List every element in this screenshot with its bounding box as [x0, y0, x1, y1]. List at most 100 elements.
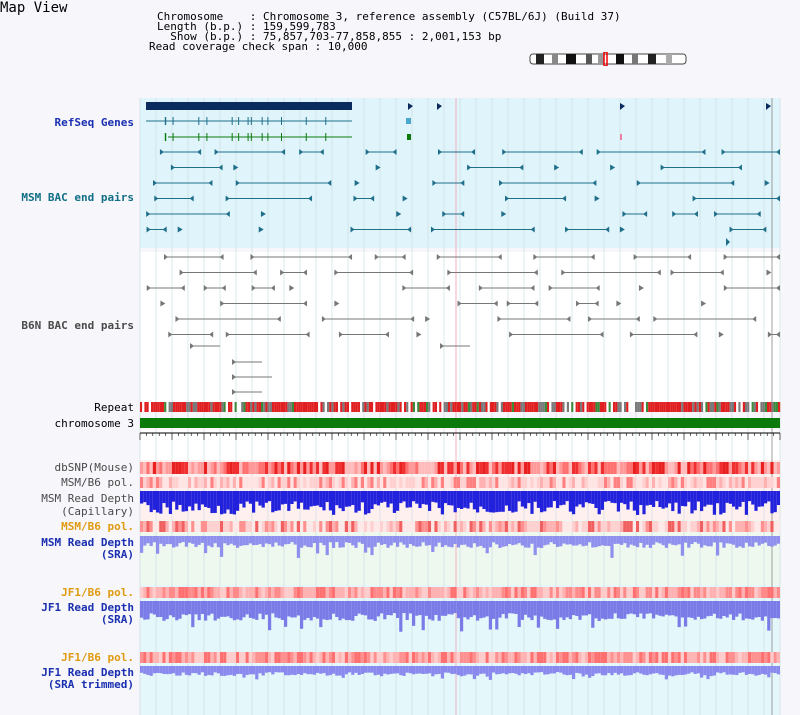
jf1-depth-sra-bar: [741, 601, 745, 621]
msm-b6-pol-cell: [524, 477, 528, 488]
msm-b6-pol-cell: [392, 477, 396, 488]
msm-b6-pol-sra-cell: [252, 521, 256, 532]
dbsnp-cell: [184, 462, 188, 474]
msm-b6-pol-sra-cell: [757, 521, 761, 532]
msm-b6-pol-sra-cell: [671, 521, 675, 532]
msm-b6-pol-sra-cell: [226, 521, 230, 532]
chromosome-ideogram[interactable]: [528, 52, 688, 66]
msm-b6-pol-sra-cell: [741, 521, 745, 532]
msm-b6-pol-cell: [284, 477, 288, 488]
dbsnp-cell: [626, 462, 630, 474]
jf1-b6-pol-trim-cell: [143, 652, 147, 663]
jf1-b6-pol-trim-cell: [328, 652, 332, 663]
jf1-b6-pol-cell: [236, 587, 240, 598]
msm-depth-capillary-bar: [674, 491, 678, 503]
msm-depth-sra-bar: [776, 536, 780, 544]
msm-depth-capillary-bar: [466, 491, 470, 509]
msm-b6-pol-sra-cell: [162, 521, 166, 532]
msm-depth-capillary-bar: [335, 491, 339, 506]
msm-b6-pol-sra-cell: [620, 521, 624, 532]
jf1-b6-pol-cell: [581, 587, 585, 598]
track-label-msm-bac[interactable]: MSM BAC end pairs: [21, 191, 134, 204]
jf1-depth-sra-bar: [597, 601, 601, 621]
refseq-gene-marker: [407, 134, 411, 140]
repeat-segment: [412, 402, 415, 412]
msm-depth-capillary-bar: [204, 491, 208, 507]
dbsnp-cell: [168, 462, 172, 474]
jf1-depth-sra-bar: [194, 601, 198, 615]
msm-b6-pol-cell: [319, 477, 323, 488]
jf1-b6-pol-trim-cell: [524, 652, 528, 663]
dbsnp-cell: [773, 462, 777, 474]
jf1-b6-pol-cell: [191, 587, 195, 598]
jf1-b6-pol-trim-cell: [354, 652, 358, 663]
jf1-b6-pol-cell: [389, 587, 393, 598]
repeat-segment: [692, 402, 695, 412]
repeat-segment: [230, 402, 233, 412]
msm-b6-pol-cell: [450, 477, 454, 488]
jf1-b6-pol-cell: [706, 587, 710, 598]
jf1-b6-pol-cell: [328, 587, 332, 598]
msm-b6-pol-cell: [306, 477, 310, 488]
repeat-segment: [674, 402, 677, 412]
dbsnp-cell: [396, 462, 400, 474]
msm-depth-capillary-bar: [757, 491, 761, 507]
msm-depth-sra-bar: [319, 536, 323, 543]
jf1-depth-trim-bar: [652, 666, 656, 674]
repeat-segment: [639, 402, 642, 412]
jf1-b6-pol-trim-cell: [549, 652, 553, 663]
msm-depth-capillary-bar: [549, 491, 553, 508]
msm-b6-pol-sra-cell: [495, 521, 499, 532]
jf1-depth-trim-bar: [344, 666, 348, 675]
jf1-b6-pol-cell: [341, 587, 345, 598]
msm-bac-pair-end: [225, 195, 230, 202]
jf1-b6-pol-trim-cell: [604, 652, 608, 663]
jf1-b6-pol-cell: [722, 587, 726, 598]
jf1-b6-pol-cell: [335, 587, 339, 598]
msm-depth-sra-bar: [450, 536, 454, 548]
dbsnp-cell: [210, 462, 214, 474]
msm-depth-sra-bar: [344, 536, 348, 543]
track-label-refseq[interactable]: RefSeq Genes: [54, 116, 134, 129]
jf1-depth-trim-bar: [172, 666, 176, 674]
jf1-b6-pol-cell: [591, 587, 595, 598]
msm-b6-pol-sra-cell: [351, 521, 355, 532]
jf1-depth-sra-bar: [767, 601, 771, 631]
msm-depth-sra-bar: [447, 536, 451, 547]
msm-depth-sra-bar: [524, 536, 528, 548]
jf1-depth-sra-bar: [757, 601, 761, 618]
repeat-segment: [276, 402, 279, 412]
msm-b6-pol-sra-cell: [508, 521, 512, 532]
jf1-b6-pol-trim-cell: [597, 652, 601, 663]
jf1-b6-pol-trim-cell: [533, 652, 537, 663]
dbsnp-cell: [364, 462, 368, 474]
msm-b6-pol-cell: [508, 477, 512, 488]
jf1-depth-trim-bar: [530, 666, 534, 676]
jf1-b6-pol-trim-cell: [236, 652, 240, 663]
msm-b6-pol-sra-cell: [373, 521, 377, 532]
repeat-segment: [514, 402, 517, 412]
msm-depth-sra-bar: [412, 536, 416, 546]
msm-depth-sra-bar: [757, 536, 761, 546]
track-label-b6n-bac[interactable]: B6N BAC end pairs: [21, 319, 134, 332]
jf1-b6-pol-cell: [271, 587, 275, 598]
jf1-b6-pol-trim-cell: [434, 652, 438, 663]
msm-b6-pol-sra-cell: [296, 521, 300, 532]
repeat-segment: [157, 402, 160, 412]
dbsnp-cell: [306, 462, 310, 474]
b6n-bac-pair-end: [599, 331, 604, 338]
msm-bac-pair-end: [218, 164, 223, 171]
jf1-b6-pol-trim-cell: [639, 652, 643, 663]
jf1-depth-sra-bar: [568, 601, 572, 620]
msm-depth-sra-bar: [520, 536, 524, 546]
msm-b6-pol-cell: [389, 477, 393, 488]
b6n-bac-pair-end: [723, 285, 728, 291]
jf1-depth-trim-bar: [418, 666, 422, 674]
jf1-b6-pol-trim-cell: [252, 652, 256, 663]
jf1-b6-pol-trim-cell: [197, 652, 201, 663]
msm-b6-pol-cell: [140, 477, 144, 488]
jf1-b6-pol-cell: [162, 587, 166, 598]
jf1-depth-sra-bar: [693, 601, 697, 620]
b6n-bac-pair-end: [190, 343, 194, 349]
